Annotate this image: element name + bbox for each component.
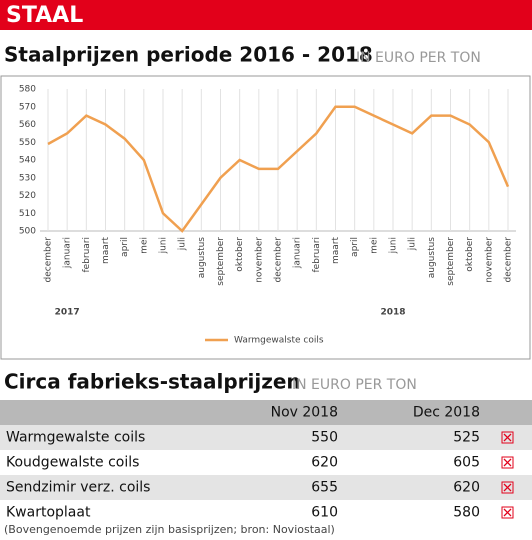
- table-header: [0, 400, 532, 425]
- table-cell: 620: [311, 455, 338, 471]
- table-cell: Sendzimir verz. coils: [6, 480, 150, 496]
- line: [47, 105, 510, 233]
- x-tick-label: september: [446, 237, 456, 286]
- x-tick-label: mei: [139, 237, 149, 254]
- y-tick-label: 500: [19, 227, 36, 237]
- table-cell: 655: [311, 480, 338, 496]
- x-tick-label: november: [254, 237, 264, 283]
- x-tick-label: maart: [101, 237, 111, 264]
- table-row: [0, 475, 532, 500]
- table-row: [0, 450, 532, 475]
- x-tick-label: oktober: [235, 237, 245, 272]
- y-tick-label: 520: [19, 191, 36, 201]
- x-tick-label: februari: [82, 237, 92, 273]
- x-tick-label: juni: [159, 237, 169, 254]
- y-tick-label: 550: [19, 138, 36, 148]
- table-cell: 580: [453, 505, 480, 521]
- x-tick-label: maart: [331, 237, 341, 264]
- legend-label: Warmgewalste coils: [234, 336, 324, 346]
- icon: [503, 433, 512, 442]
- x-tick-label: januari: [293, 237, 303, 269]
- x-tick-label: september: [216, 237, 226, 286]
- section-unit: IN EURO PER TON: [292, 377, 417, 393]
- icon: [503, 483, 512, 492]
- icon: [503, 458, 512, 467]
- icon: [501, 481, 514, 494]
- x-tick-label: december: [44, 237, 54, 283]
- table-cell: 550: [311, 430, 338, 446]
- x-tick-label: november: [484, 237, 494, 283]
- table-header-cell: Nov 2018: [271, 405, 338, 421]
- x-tick-label: april: [350, 237, 360, 257]
- x-tick-label: mei: [369, 237, 379, 254]
- table-cell: 525: [453, 430, 480, 446]
- footnote: (Bovengenoemde prijzen zijn basisprijzen…: [4, 523, 335, 536]
- table-row: [0, 500, 532, 525]
- icon: [501, 431, 514, 444]
- table-cell: Warmgewalste coils: [6, 430, 145, 446]
- x-tick-label: augustus: [197, 237, 207, 279]
- table-cell: 620: [453, 480, 480, 496]
- table-cell: 605: [453, 455, 480, 471]
- header-title: STAAL: [6, 3, 83, 28]
- table-cell: 610: [311, 505, 338, 521]
- icon: [501, 506, 514, 519]
- chart-frame: [0, 75, 531, 360]
- icon: [501, 456, 514, 469]
- icon: [503, 508, 512, 517]
- header-bar: [0, 0, 532, 30]
- table-header-cell: Dec 2018: [413, 405, 480, 421]
- x-tick-label: augustus: [427, 237, 437, 279]
- x-tick-label: juni: [389, 237, 399, 254]
- y-tick-label: 530: [19, 173, 36, 183]
- year-label: 2017: [55, 308, 80, 318]
- x-tick-label: december: [274, 237, 284, 283]
- x-tick-label: oktober: [465, 237, 475, 272]
- table-cell: Kwartoplaat: [6, 505, 91, 521]
- y-tick-label: 570: [19, 102, 36, 112]
- x-tick-label: juli: [408, 237, 418, 251]
- x-tick-label: december: [504, 237, 514, 283]
- x-tick-label: februari: [312, 237, 322, 273]
- x-tick-label: januari: [63, 237, 73, 269]
- section-unit: IN EURO PER TON: [356, 50, 481, 66]
- table-row: [0, 425, 532, 450]
- table-cell: Koudgewalste coils: [6, 455, 139, 471]
- x-tick-label: april: [120, 237, 130, 257]
- y-tick-label: 540: [19, 156, 36, 166]
- x-tick-label: juli: [178, 237, 188, 251]
- year-label: 2018: [380, 308, 405, 318]
- y-tick-label: 580: [19, 85, 36, 95]
- section-title: Circa fabrieks-staalprijzen: [4, 370, 301, 394]
- y-tick-label: 560: [19, 120, 36, 130]
- section-title: Staalprijzen periode 2016 - 2018: [4, 43, 373, 67]
- y-tick-label: 510: [19, 209, 36, 219]
